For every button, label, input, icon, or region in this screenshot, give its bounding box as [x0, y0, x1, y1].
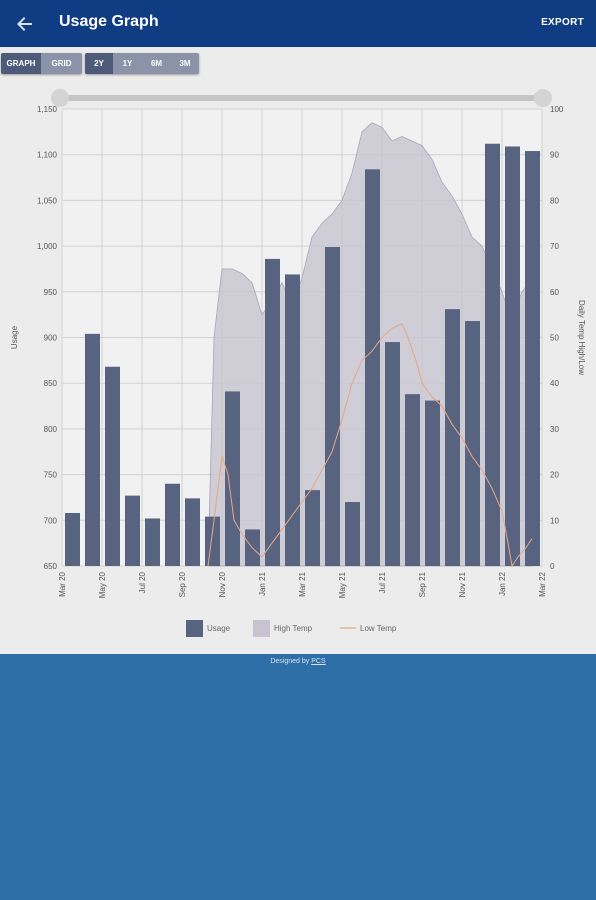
y-tick-label: 1,050 [37, 196, 58, 205]
range-slider-start-handle[interactable] [51, 89, 69, 107]
usage-bar [405, 394, 420, 566]
usage-bar [485, 143, 500, 566]
y-axis-title: Usage [10, 325, 19, 349]
app-bar: Usage Graph EXPORT [0, 0, 596, 47]
graph-view-button[interactable]: GRAPH [1, 53, 41, 74]
x-tick-label: Sep 21 [418, 571, 427, 597]
usage-bar [165, 483, 180, 566]
x-tick-label: Jan 21 [258, 571, 267, 596]
export-button[interactable]: EXPORT [541, 17, 584, 28]
y-tick-label: 1,000 [37, 242, 58, 251]
usage-bar [205, 516, 220, 566]
y-tick-label: 950 [44, 288, 58, 297]
x-tick-label: May 21 [338, 571, 347, 598]
x-tick-label: May 20 [98, 571, 107, 598]
y-tick-label: 650 [44, 562, 58, 571]
x-tick-label: Mar 21 [298, 571, 307, 596]
footer-prefix: Designed by [270, 658, 312, 665]
y-tick-label: 1,150 [37, 105, 58, 114]
usage-bar [505, 146, 520, 566]
y-tick-label: 900 [44, 334, 58, 343]
usage-bar [345, 502, 360, 566]
y2-tick-label: 70 [550, 242, 559, 251]
usage-bar [425, 400, 440, 566]
x-tick-label: Nov 20 [218, 571, 227, 597]
graph-panel: GRAPH GRID 2Y 1Y 6M 3M 650 700 750 800 850 90… [0, 47, 596, 654]
page-title: Usage Graph [59, 13, 159, 30]
x-tick-label: Jul 21 [378, 571, 387, 593]
y-tick-label: 800 [44, 425, 58, 434]
y2-tick-label: 50 [550, 334, 559, 343]
usage-bar [385, 342, 400, 566]
range-slider-track [60, 95, 543, 101]
y2-tick-label: 90 [550, 151, 559, 160]
y2-tick-label: 60 [550, 288, 559, 297]
y2-tick-label: 0 [550, 562, 555, 571]
usage-bar [105, 366, 120, 566]
range-6m-button[interactable]: 6M [142, 53, 171, 74]
x-tick-label: Sep 20 [178, 571, 187, 597]
usage-bar [305, 490, 320, 566]
y2-tick-label: 40 [550, 379, 559, 388]
legend-usage-label: Usage [207, 624, 231, 633]
x-tick-label: Jan 22 [498, 571, 507, 596]
legend-high-temp-swatch [253, 620, 270, 637]
range-slider-end-handle[interactable] [534, 89, 552, 107]
y2-tick-label: 80 [550, 196, 559, 205]
usage-bar [525, 151, 540, 566]
usage-bar [145, 518, 160, 566]
range-1y-button[interactable]: 1Y [113, 53, 142, 74]
y-tick-label: 750 [44, 471, 58, 480]
usage-bar [445, 309, 460, 566]
y-tick-label: 700 [44, 516, 58, 525]
legend-low-temp-label: Low Temp [360, 624, 397, 633]
range-toggle-group: 2Y 1Y 6M 3M [85, 53, 199, 74]
x-tick-label: Mar 20 [58, 571, 67, 596]
low-temp-line [207, 323, 533, 568]
usage-chart: 6507007508008509009501,0001,0501,1001,15… [10, 89, 586, 637]
usage-bar [65, 512, 80, 566]
y2-tick-label: 20 [550, 471, 559, 480]
pcs-link[interactable]: PCS [311, 658, 326, 665]
y-tick-label: 1,100 [37, 151, 58, 160]
range-2y-button[interactable]: 2Y [85, 53, 113, 74]
back-arrow-icon[interactable] [13, 12, 37, 36]
range-3m-button[interactable]: 3M [171, 53, 199, 74]
legend-usage-swatch [186, 620, 203, 637]
view-toggle-group: GRAPH GRID [1, 53, 82, 74]
usage-bar [465, 321, 480, 566]
usage-bar [365, 169, 380, 566]
grid-view-button[interactable]: GRID [41, 53, 82, 74]
y2-axis-title: Daily Temp High/Low [577, 300, 586, 375]
usage-bar [185, 498, 200, 566]
legend-high-temp-label: High Temp [274, 624, 313, 633]
x-tick-label: Mar 22 [538, 571, 547, 596]
usage-bar [285, 274, 300, 566]
usage-bar [225, 391, 240, 566]
y2-tick-label: 30 [550, 425, 559, 434]
usage-bar [325, 247, 340, 566]
usage-bar [265, 258, 280, 566]
usage-bar [85, 333, 100, 566]
y-tick-label: 850 [44, 379, 58, 388]
footer: Designed by PCS [0, 658, 596, 665]
x-tick-label: Nov 21 [458, 571, 467, 597]
y2-tick-label: 100 [550, 105, 564, 114]
usage-bar [125, 495, 140, 566]
x-tick-label: Jul 20 [138, 571, 147, 593]
y2-tick-label: 10 [550, 516, 559, 525]
